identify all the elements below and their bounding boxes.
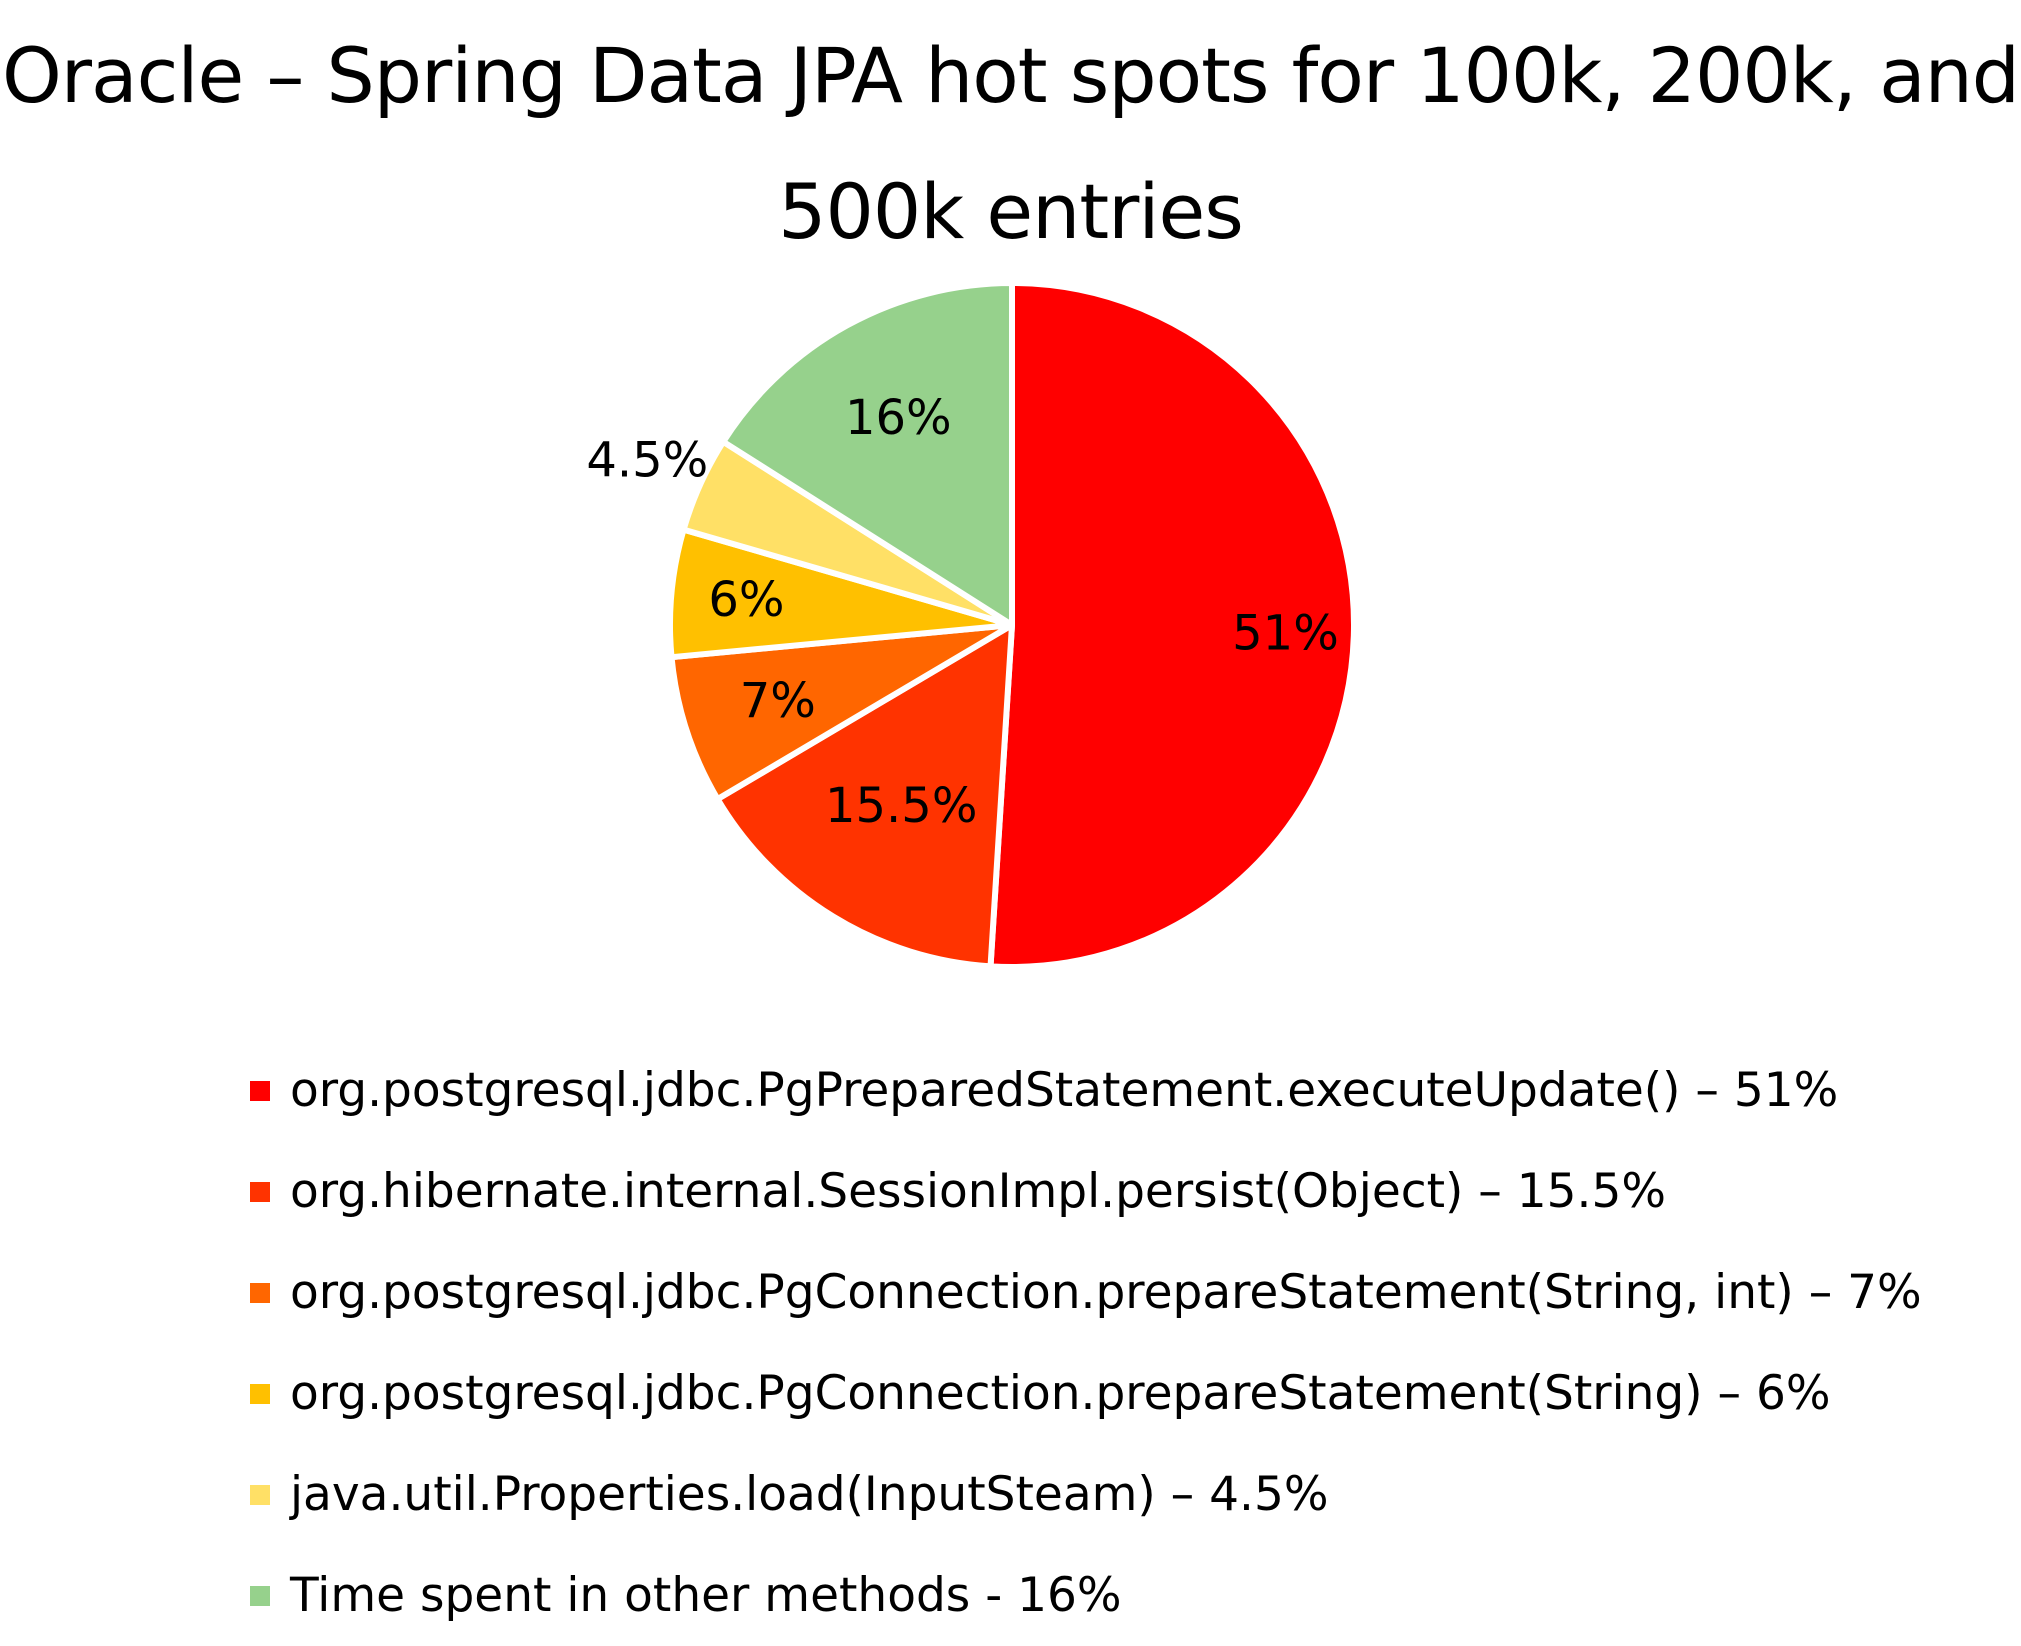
pie-slices <box>667 280 1357 970</box>
data-label-5: 4.5% <box>586 432 708 488</box>
legend-item-2: org.hibernate.internal.SessionImpl.persi… <box>250 1141 1922 1242</box>
legend-label: Time spent in other methods - 16% <box>290 1568 1122 1623</box>
legend-label: org.hibernate.internal.SessionImpl.persi… <box>290 1164 1667 1219</box>
legend-item-5: java.util.Properties.load(InputSteam) – … <box>250 1444 1922 1545</box>
data-label-3: 7% <box>740 673 816 729</box>
legend-swatch <box>250 1383 270 1404</box>
legend-label: org.postgresql.jdbc.PgConnection.prepare… <box>290 1265 1922 1320</box>
pie-slice-6 <box>720 280 1015 628</box>
chart-title: Oracle – Spring Data JPA hot spots for 1… <box>1 31 2020 256</box>
chart-legend: org.postgresql.jdbc.PgPreparedStatement.… <box>250 1040 1922 1646</box>
legend-swatch <box>250 1181 270 1202</box>
data-label-6: 16% <box>845 390 952 446</box>
legend-label: java.util.Properties.load(InputSteam) – … <box>290 1467 1329 1522</box>
legend-label: org.postgresql.jdbc.PgConnection.prepare… <box>290 1366 1831 1421</box>
legend-item-6: Time spent in other methods - 16% <box>250 1545 1922 1646</box>
legend-swatch <box>250 1484 270 1505</box>
data-label-4: 6% <box>708 572 784 628</box>
legend-swatch <box>250 1282 270 1303</box>
pie-slice-3 <box>668 622 1015 803</box>
legend-item-3: org.postgresql.jdbc.PgConnection.prepare… <box>250 1242 1922 1343</box>
legend-item-4: org.postgresql.jdbc.PgConnection.prepare… <box>250 1343 1922 1444</box>
legend-label: org.postgresql.jdbc.PgPreparedStatement.… <box>290 1063 1839 1118</box>
data-label-2: 15.5% <box>825 778 977 834</box>
pie-slice-2 <box>714 622 1015 970</box>
legend-swatch <box>250 1585 270 1606</box>
legend-swatch <box>250 1080 270 1101</box>
data-label-1: 51% <box>1232 606 1339 662</box>
legend-item-1: org.postgresql.jdbc.PgPreparedStatement.… <box>250 1040 1922 1141</box>
pie-slice-1 <box>987 280 1357 970</box>
pie-data-labels: 51% 15.5%7% 6% 4.5% 16% <box>586 390 1338 834</box>
